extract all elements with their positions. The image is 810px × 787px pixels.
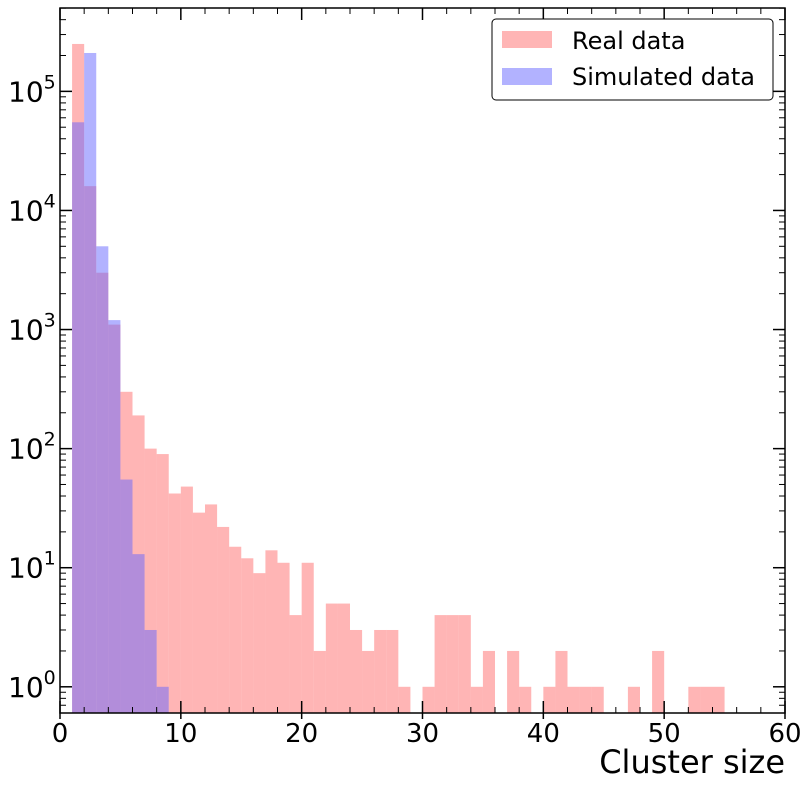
real-bar-26	[374, 629, 387, 713]
simulated-bar-2	[84, 52, 97, 714]
real-bar-40	[543, 686, 556, 713]
simulated-bar-7	[144, 629, 157, 713]
real-bar-52	[688, 686, 701, 713]
y-tick-label: 101	[8, 548, 56, 585]
x-tick-label: 20	[285, 719, 318, 749]
real-bar-9	[168, 493, 181, 713]
real-bar-42	[567, 686, 580, 713]
simulated-bar-1	[72, 122, 85, 714]
real-bar-47	[627, 686, 640, 713]
real-bar-49	[652, 650, 665, 713]
real-bar-44	[591, 686, 604, 713]
legend-swatch-simulated	[502, 68, 552, 85]
real-bar-53	[700, 686, 713, 713]
real-bar-8	[156, 454, 169, 713]
real-bar-24	[350, 629, 363, 713]
x-axis-label: Cluster size	[599, 743, 785, 781]
simulated-bar-6	[132, 554, 145, 713]
x-tick-label: 40	[527, 719, 560, 749]
y-tick-label: 100	[8, 667, 56, 704]
legend-label-simulated: Simulated data	[572, 63, 755, 91]
simulated-data-bars	[72, 52, 169, 714]
x-tick-label: 10	[164, 719, 197, 749]
x-tick-label: 50	[648, 719, 681, 749]
real-bar-21	[313, 650, 326, 713]
real-bar-34	[470, 686, 483, 713]
real-bar-35	[482, 650, 495, 713]
real-bar-20	[301, 562, 314, 713]
real-bar-54	[712, 686, 725, 713]
real-bar-30	[422, 686, 435, 713]
real-bar-12	[205, 504, 218, 713]
legend-swatch-real	[502, 31, 552, 48]
real-bar-10	[180, 486, 193, 713]
real-bar-31	[434, 615, 447, 713]
real-bar-15	[241, 558, 254, 713]
y-tick-label: 103	[8, 310, 56, 347]
real-bar-11	[192, 512, 205, 713]
y-tick-label: 102	[8, 429, 56, 466]
real-bar-14	[229, 546, 242, 713]
x-tick-label: 0	[52, 719, 69, 749]
real-bar-22	[325, 603, 338, 713]
real-bar-17	[265, 550, 278, 713]
y-tick-label: 105	[8, 71, 56, 108]
real-bar-25	[362, 650, 375, 713]
simulated-bar-5	[120, 479, 133, 713]
real-bar-37	[507, 650, 520, 713]
real-bar-33	[458, 615, 471, 713]
x-tick-label: 30	[406, 719, 439, 749]
real-bar-27	[386, 629, 399, 713]
real-bar-38	[519, 686, 532, 713]
axis-ticks	[59, 7, 786, 719]
simulated-bar-8	[156, 686, 169, 713]
real-bar-23	[337, 603, 350, 713]
legend-box	[491, 18, 774, 101]
real-bar-18	[277, 562, 290, 713]
real-bar-19	[289, 615, 302, 713]
x-tick-labels: 0 10 20 30 40 50 60	[52, 719, 802, 749]
x-tick-label: 60	[768, 719, 801, 749]
simulated-bar-3	[96, 246, 109, 713]
real-bar-28	[398, 686, 411, 713]
real-bar-16	[253, 573, 266, 713]
y-tick-label: 104	[8, 190, 56, 227]
legend: Real data Simulated data	[491, 18, 774, 101]
real-bar-43	[579, 686, 592, 713]
legend-label-real: Real data	[572, 27, 685, 55]
real-bar-32	[446, 615, 459, 713]
simulated-bar-4	[108, 320, 121, 713]
real-bar-41	[555, 650, 568, 713]
y-tick-labels: 100 101 102 103 104 105	[8, 71, 56, 703]
real-data-bars	[72, 43, 725, 713]
real-bar-13	[217, 526, 230, 713]
